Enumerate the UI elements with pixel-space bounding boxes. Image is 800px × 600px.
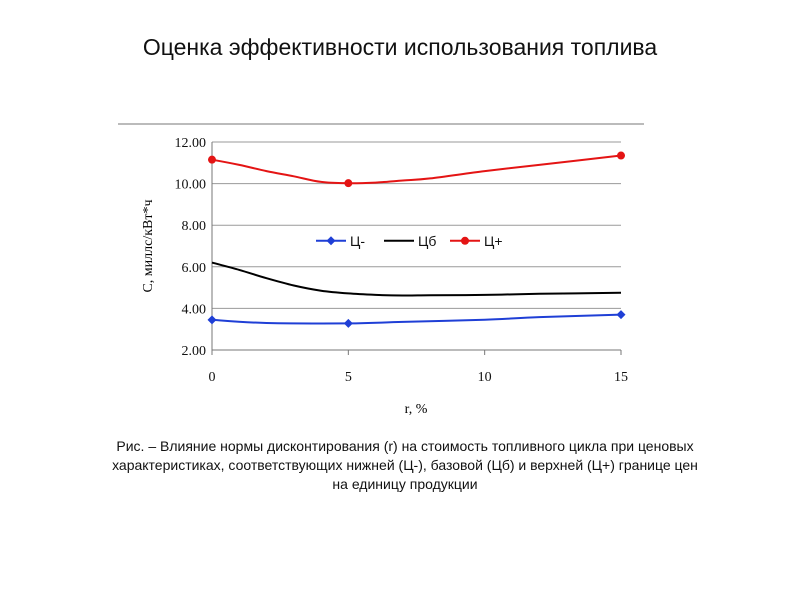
legend-item: Ц+ <box>450 233 503 249</box>
series-0 <box>207 310 626 328</box>
y-tick-label: 8.00 <box>182 219 207 234</box>
data-point <box>207 315 217 325</box>
data-point <box>617 151 625 160</box>
data-point <box>208 155 216 164</box>
series-2 <box>208 151 625 188</box>
legend-label: Ц- <box>350 233 365 249</box>
y-tick-label: 6.00 <box>182 261 207 276</box>
legend-item: Ц- <box>316 233 365 249</box>
x-axis-label: r, % <box>405 402 428 417</box>
legend-label: Ц+ <box>484 233 503 249</box>
y-tick-label: 12.00 <box>175 136 207 151</box>
x-tick-label: 10 <box>478 370 492 385</box>
data-point <box>344 179 353 188</box>
x-tick-label: 5 <box>345 370 352 385</box>
legend-marker <box>461 236 469 245</box>
legend-label: Цб <box>418 233 436 249</box>
legend: Ц- Цб Ц+ <box>316 233 503 249</box>
y-tick-label: 2.00 <box>182 344 207 359</box>
series-line <box>211 313 622 325</box>
x-tick-label: 0 <box>209 370 216 385</box>
series-line <box>211 261 622 297</box>
slide-title: Оценка эффективности использования топли… <box>142 34 658 60</box>
series-1 <box>211 261 622 297</box>
y-tick-label: 10.00 <box>175 178 207 193</box>
figure-caption: Рис. – Влияние нормы дисконтирования (r)… <box>112 438 698 492</box>
x-tick-label: 15 <box>614 370 628 385</box>
series-line <box>211 154 622 185</box>
data-point <box>343 318 353 328</box>
legend-item: Цб <box>384 233 436 249</box>
y-axis-label: C, миллс/кВт*ч <box>141 199 156 292</box>
legend-marker <box>326 236 336 246</box>
axis-layer: 2.00 4.00 6.00 8.00 10.00 12.00 0 5 10 15 <box>175 136 629 385</box>
data-point <box>616 310 626 320</box>
y-tick-label: 4.00 <box>182 302 207 317</box>
series-layer <box>207 151 626 328</box>
